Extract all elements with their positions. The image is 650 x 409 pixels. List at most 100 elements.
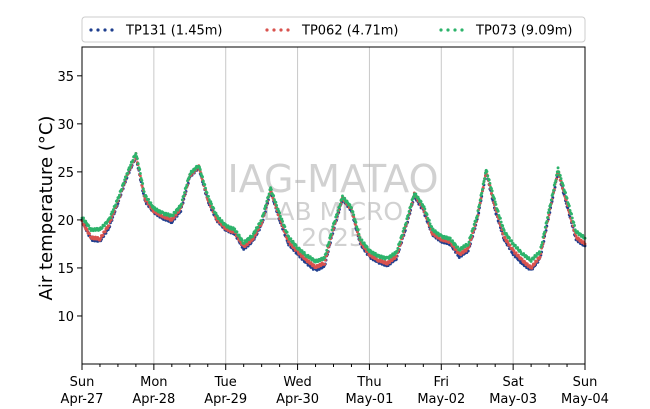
series-point — [481, 182, 485, 186]
series-point — [254, 229, 258, 232]
series-point — [237, 233, 241, 237]
series-point — [147, 198, 151, 201]
series-point — [272, 194, 276, 198]
series-point — [184, 186, 188, 189]
series-point — [120, 187, 124, 191]
series-point — [117, 193, 121, 197]
series-point — [412, 195, 416, 199]
series-point — [581, 233, 585, 237]
series-point — [243, 245, 247, 248]
series-point — [142, 190, 146, 194]
series-point — [540, 243, 544, 247]
series-point — [403, 226, 407, 230]
series-point — [126, 171, 130, 175]
series-point — [579, 232, 582, 236]
series-point — [557, 170, 561, 174]
series-point — [204, 186, 207, 190]
x-tick-date-label: Apr-27 — [61, 392, 104, 407]
series-point — [478, 198, 482, 202]
series-point — [475, 214, 479, 218]
series-point — [457, 256, 461, 259]
series-point — [187, 176, 191, 180]
series-point — [323, 256, 326, 260]
series-point — [503, 235, 507, 239]
series-point — [428, 222, 432, 226]
series-point — [508, 243, 512, 247]
series-point — [212, 206, 216, 210]
series-point — [493, 200, 497, 204]
series-point — [538, 250, 542, 254]
series-point — [405, 217, 409, 221]
series-point — [425, 213, 429, 216]
legend-marker — [89, 28, 93, 32]
series-point — [568, 208, 572, 212]
series-point — [512, 249, 516, 253]
legend-marker — [460, 28, 464, 32]
x-tick-day-label: Wed — [283, 375, 311, 390]
legend-marker — [96, 28, 100, 32]
series-point — [117, 196, 121, 199]
series-point — [535, 259, 539, 263]
series-point — [400, 233, 404, 237]
series-point — [525, 262, 529, 266]
x-axis: Sun Apr-27 Mon Apr-28 Tue Apr-29 Wed Apr-30 Thu M… — [61, 364, 609, 407]
series-point — [122, 181, 126, 185]
series-point — [201, 179, 205, 183]
series-point — [135, 157, 139, 161]
series-point — [140, 178, 144, 182]
series-point — [267, 192, 271, 196]
series-point — [324, 252, 328, 256]
series-point — [529, 259, 533, 263]
series-point — [356, 228, 360, 232]
series-point — [552, 183, 556, 187]
watermark-line-2: LAB MICRO — [263, 197, 403, 226]
series-point — [326, 243, 330, 247]
legend-label: TP073 (9.09m) — [475, 24, 572, 39]
series-point — [506, 241, 510, 244]
series-point — [171, 213, 175, 217]
series-point — [422, 205, 426, 209]
series-point — [545, 220, 549, 223]
series-point — [294, 243, 298, 247]
series-point — [489, 187, 493, 190]
y-tick-label: 35 — [57, 70, 74, 85]
series-point — [490, 189, 494, 193]
legend-marker — [439, 28, 443, 32]
series-point — [464, 249, 468, 253]
series-point — [431, 227, 435, 231]
series-point — [180, 202, 183, 206]
series-point — [300, 249, 304, 253]
series-point — [306, 253, 310, 257]
legend-marker — [103, 28, 107, 32]
legend-marker — [272, 28, 276, 32]
series-point — [547, 208, 551, 212]
series-point — [108, 216, 112, 219]
series-point — [149, 201, 153, 205]
series-point — [240, 238, 244, 242]
x-tick-day-label: Sat — [502, 375, 523, 390]
series-point — [260, 219, 264, 223]
y-axis: 10 15 20 25 30 35 — [57, 70, 82, 325]
x-tick-date-label: Apr-28 — [132, 392, 175, 407]
series-point — [101, 233, 105, 237]
y-tick-label: 20 — [57, 214, 74, 229]
series-point — [338, 202, 342, 206]
legend-item: TP131 (1.45m) — [89, 24, 222, 39]
series-point — [565, 196, 569, 200]
legend-label: TP062 (4.71m) — [301, 24, 398, 39]
series-point — [551, 192, 555, 196]
series-point — [472, 222, 476, 226]
series-point — [287, 240, 291, 244]
series-point — [519, 250, 523, 254]
x-tick-day-label: Sun — [573, 375, 598, 390]
series-point — [216, 214, 219, 218]
series-point — [109, 218, 113, 222]
grid-lines — [153, 47, 514, 364]
series-point — [256, 225, 260, 229]
series-point — [510, 239, 514, 243]
series-point — [124, 175, 128, 179]
series-point — [427, 218, 431, 222]
series-point — [88, 232, 91, 236]
series-point — [555, 173, 559, 177]
